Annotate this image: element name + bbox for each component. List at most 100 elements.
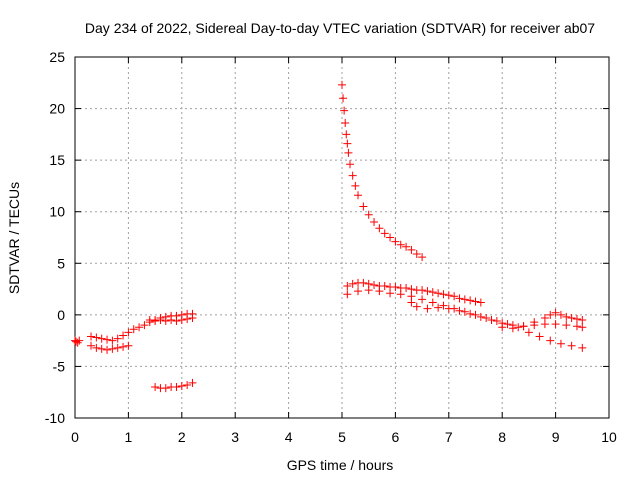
y-tick-label: -10	[45, 410, 65, 426]
data-point	[113, 334, 122, 343]
data-point	[119, 331, 128, 340]
data-points	[71, 80, 587, 393]
data-point	[364, 210, 373, 219]
data-point	[434, 303, 443, 312]
data-point	[354, 191, 363, 200]
data-point	[482, 313, 491, 322]
data-point	[161, 317, 170, 326]
data-point	[471, 310, 480, 319]
data-point	[188, 313, 197, 322]
data-point	[428, 298, 437, 307]
data-point	[556, 310, 565, 319]
data-point	[338, 80, 346, 89]
data-point	[346, 160, 355, 169]
x-tick-label: 10	[601, 429, 617, 445]
data-point	[375, 224, 384, 233]
data-point	[535, 332, 544, 341]
data-point	[396, 240, 405, 249]
series-arc-a	[71, 336, 84, 347]
data-point	[508, 324, 517, 333]
data-point	[402, 284, 411, 293]
data-point	[135, 323, 144, 332]
data-point	[177, 316, 186, 325]
data-point	[556, 339, 565, 348]
data-point	[386, 289, 395, 298]
data-point	[572, 322, 581, 331]
data-point	[87, 341, 96, 350]
data-point	[73, 338, 82, 347]
data-point	[370, 218, 379, 227]
data-point	[514, 323, 523, 332]
tick-labels: 0 1 2 3 4 5 6 7 8 9 10 -10 -5 0 5 10 15 20 25	[45, 49, 617, 445]
y-tick-label: 20	[49, 101, 65, 117]
data-point	[167, 316, 176, 325]
data-point	[391, 237, 400, 246]
data-point	[530, 318, 539, 327]
data-point	[386, 233, 395, 242]
data-point	[418, 295, 427, 304]
series-arc-e	[151, 378, 197, 393]
data-point	[92, 333, 101, 342]
data-point	[519, 322, 528, 331]
data-point	[188, 378, 197, 387]
data-point	[471, 297, 480, 306]
data-point	[348, 171, 357, 180]
data-point	[87, 332, 96, 341]
data-point	[103, 335, 112, 344]
data-point	[551, 320, 560, 329]
data-point	[72, 337, 81, 346]
data-point	[348, 279, 357, 288]
data-point	[343, 281, 352, 290]
data-point	[460, 307, 469, 316]
data-point	[423, 304, 432, 313]
data-point	[97, 344, 106, 353]
data-point	[75, 336, 84, 345]
data-point	[444, 291, 453, 300]
data-point	[140, 321, 149, 330]
data-point	[364, 286, 373, 295]
data-point	[129, 325, 138, 334]
data-point	[161, 384, 170, 393]
x-tick-label: 6	[392, 429, 400, 445]
data-point	[113, 343, 122, 352]
data-point	[439, 301, 448, 310]
data-point	[578, 316, 587, 325]
data-point	[578, 323, 587, 332]
data-point	[172, 383, 181, 392]
data-point	[524, 328, 533, 337]
data-point	[375, 287, 384, 296]
data-point	[97, 334, 106, 343]
data-point	[151, 383, 160, 392]
data-point	[551, 308, 560, 317]
x-tick-label: 7	[445, 429, 453, 445]
series-arc-j	[498, 308, 587, 333]
y-tick-label: 25	[49, 49, 65, 65]
x-tick-label: 9	[552, 429, 560, 445]
y-tick-label: -5	[53, 358, 66, 374]
data-point	[423, 287, 432, 296]
data-point	[151, 317, 160, 326]
data-point	[343, 290, 352, 299]
data-point	[344, 148, 353, 157]
data-point	[412, 250, 421, 259]
data-point	[340, 106, 349, 115]
data-point	[546, 310, 555, 319]
series-arc-d	[145, 313, 197, 326]
data-point	[177, 382, 186, 391]
series-arc-h	[343, 286, 587, 352]
data-point	[476, 312, 485, 321]
data-point	[567, 341, 576, 350]
data-point	[156, 316, 165, 325]
data-point	[562, 321, 571, 330]
data-point	[396, 290, 405, 299]
x-tick-label: 5	[338, 429, 346, 445]
data-point	[407, 285, 416, 294]
data-point	[498, 323, 507, 332]
chart-title: Day 234 of 2022, Sidereal Day-to-day VTE…	[85, 20, 595, 36]
y-tick-label: 15	[49, 152, 65, 168]
x-tick-label: 0	[71, 429, 79, 445]
data-point	[341, 119, 350, 128]
data-point	[503, 320, 512, 329]
y-axis-title: SDTVAR / TECUs	[6, 182, 22, 294]
